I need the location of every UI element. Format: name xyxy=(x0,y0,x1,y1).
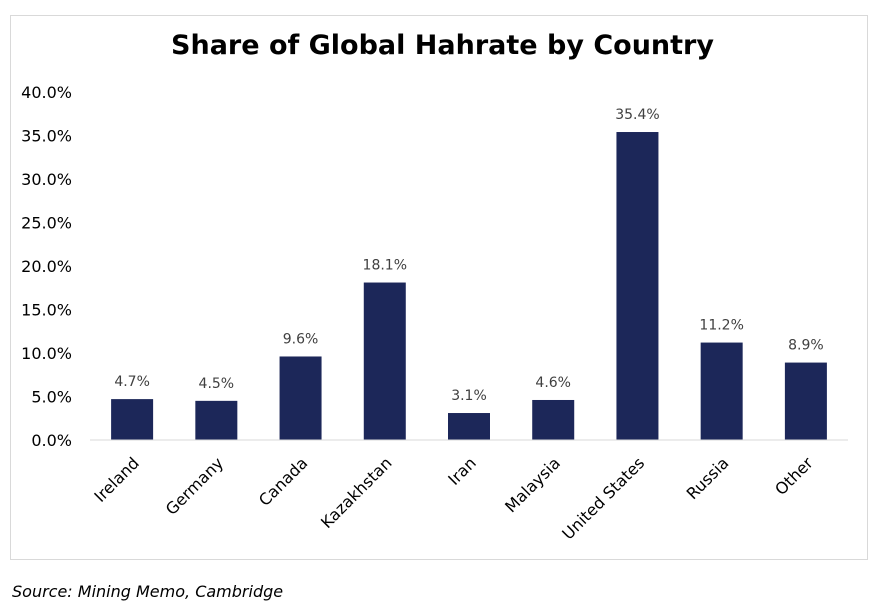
x-tick-label: Other xyxy=(771,453,817,499)
x-tick-label: Iran xyxy=(444,453,480,489)
data-label: 4.5% xyxy=(199,376,235,392)
bar-united-states xyxy=(616,132,659,440)
data-label: 11.2% xyxy=(699,318,743,334)
x-tick-label: Kazakhstan xyxy=(317,453,396,532)
source-note: Source: Mining Memo, Cambridge xyxy=(12,582,284,601)
x-tick-label: Ireland xyxy=(90,453,143,506)
bars xyxy=(111,132,827,440)
y-tick-label: 25.0% xyxy=(21,214,72,233)
data-label: 35.4% xyxy=(615,107,659,123)
y-tick-label: 10.0% xyxy=(21,344,72,363)
bar-iran xyxy=(448,413,490,440)
data-label: 9.6% xyxy=(283,331,319,347)
data-labels: 4.7% 4.5% 9.6% 18.1% 3.1% 4.6% 35.4% 11.2% 8.9% xyxy=(114,107,823,404)
y-tick-label: 40.0% xyxy=(21,83,72,102)
data-label: 8.9% xyxy=(788,338,824,354)
x-axis-ticks: Ireland Germany Canada Kazakhstan Iran Malays… xyxy=(90,453,817,543)
y-tick-label: 20.0% xyxy=(21,257,72,276)
bar-kazakhstan xyxy=(363,282,406,440)
bar-malaysia xyxy=(532,399,575,440)
bar-germany xyxy=(195,400,238,440)
chart-frame xyxy=(10,15,868,560)
data-label: 18.1% xyxy=(363,258,407,274)
x-tick-label: Germany xyxy=(162,453,227,518)
data-label: 3.1% xyxy=(451,388,487,404)
data-label: 4.7% xyxy=(114,374,150,390)
y-tick-label: 0.0% xyxy=(31,431,72,450)
y-axis-ticks: 0.0% 5.0% 10.0% 15.0% 20.0% 25.0% 30.0% 35.0% 40… xyxy=(21,83,72,450)
chart-title: Share of Global Hahrate by Country xyxy=(171,30,714,61)
bar-other xyxy=(784,362,827,440)
data-label: 4.6% xyxy=(535,375,571,391)
bar-ireland xyxy=(111,399,154,440)
y-tick-label: 35.0% xyxy=(21,127,72,146)
x-tick-label: Russia xyxy=(683,453,733,503)
bar-russia xyxy=(700,342,743,440)
x-tick-label: United States xyxy=(558,453,648,543)
y-tick-label: 30.0% xyxy=(21,170,72,189)
y-tick-label: 5.0% xyxy=(31,388,72,407)
bar-canada xyxy=(279,356,322,440)
y-tick-label: 15.0% xyxy=(21,301,72,320)
x-tick-label: Malaysia xyxy=(501,453,564,516)
x-tick-label: Canada xyxy=(255,453,311,509)
